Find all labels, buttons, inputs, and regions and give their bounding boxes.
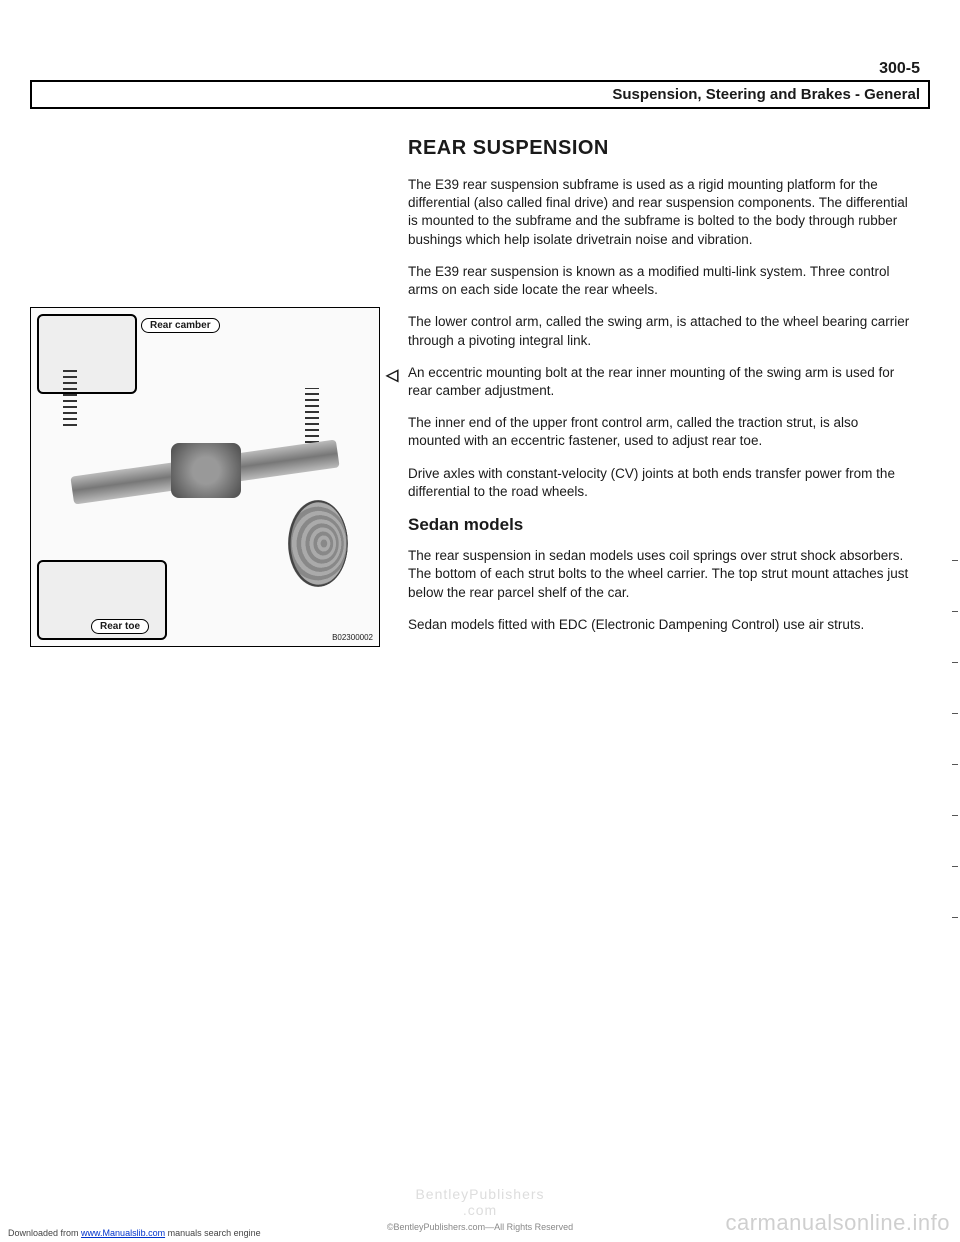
edge-tick-icon [952, 662, 958, 663]
ghost-sub: .com [463, 1202, 497, 1218]
edge-tick-icon [952, 917, 958, 918]
page-edge-marks [952, 560, 958, 1142]
figure-differential-icon [171, 443, 241, 498]
figure-spring-left-icon [63, 366, 77, 426]
right-column: REAR SUSPENSION The E39 rear suspension … [408, 137, 930, 648]
paragraph: Sedan models fitted with EDC (Electronic… [408, 616, 910, 634]
figure-spring-right-icon [305, 388, 319, 443]
download-attribution: Downloaded from www.Manualslib.com manua… [8, 1228, 261, 1238]
subheading-sedan: Sedan models [408, 515, 910, 535]
paragraph-with-pointer: ◁ An eccentric mounting bolt at the rear… [408, 364, 910, 400]
paragraph: The E39 rear suspension subframe is used… [408, 176, 910, 249]
page-number: 300-5 [30, 60, 930, 78]
figure-toe-label: Rear toe [91, 619, 149, 634]
figure-wheel-icon [288, 490, 348, 596]
edge-tick-icon [952, 560, 958, 561]
ghost-name: BentleyPublishers [415, 1186, 544, 1202]
pointer-arrow-icon: ◁ [386, 365, 398, 387]
section-title: REAR SUSPENSION [408, 137, 910, 160]
figure-camber-label: Rear camber [141, 318, 220, 333]
header-title-box: Suspension, Steering and Brakes - Genera… [30, 82, 930, 109]
figure-id: B02300002 [332, 633, 373, 642]
edge-tick-icon [952, 764, 958, 765]
download-prefix: Downloaded from [8, 1228, 81, 1238]
paragraph: The inner end of the upper front control… [408, 414, 910, 450]
paragraph: The rear suspension in sedan models uses… [408, 547, 910, 602]
left-column: Rear camber Rear toe B02300002 [30, 137, 390, 648]
paragraph: The lower control arm, called the swing … [408, 313, 910, 349]
edge-tick-icon [952, 815, 958, 816]
suspension-figure: Rear camber Rear toe B02300002 [30, 307, 380, 647]
content-row: Rear camber Rear toe B02300002 REAR SUSP… [30, 137, 930, 648]
paragraph-text: An eccentric mounting bolt at the rear i… [408, 365, 894, 398]
manual-page: 300-5 Suspension, Steering and Brakes - … [0, 0, 960, 1242]
download-suffix: manuals search engine [165, 1228, 261, 1238]
edge-tick-icon [952, 611, 958, 612]
edge-tick-icon [952, 866, 958, 867]
download-link[interactable]: www.Manualslib.com [81, 1228, 165, 1238]
paragraph: The E39 rear suspension is known as a mo… [408, 263, 910, 299]
watermark-text: carmanualsonline.info [725, 1210, 950, 1236]
edge-tick-icon [952, 713, 958, 714]
paragraph: Drive axles with constant-velocity (CV) … [408, 465, 910, 501]
